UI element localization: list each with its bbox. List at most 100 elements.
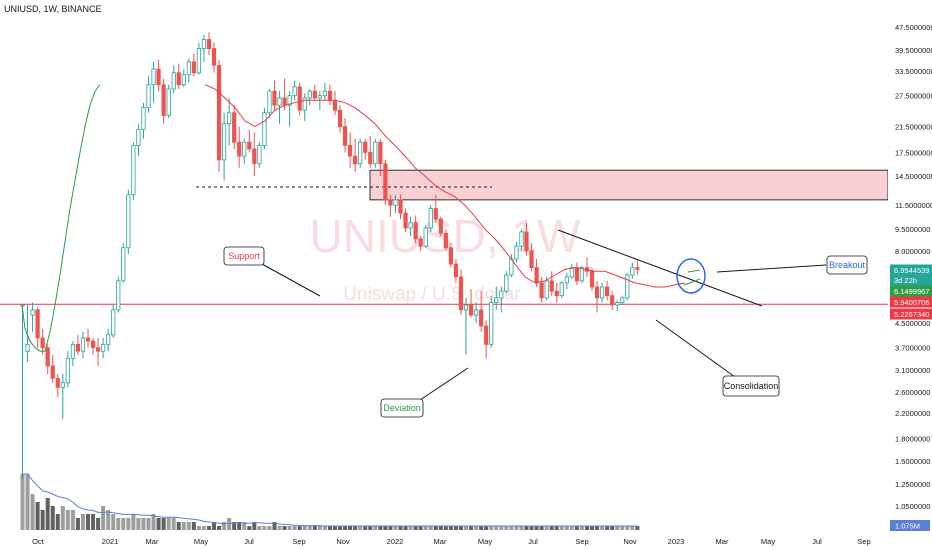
candle (40, 328, 45, 355)
candle (443, 229, 448, 251)
volume-bar (35, 502, 40, 530)
time-tick: Mar (434, 537, 447, 546)
candle (211, 42, 217, 73)
volume-bar (479, 526, 484, 530)
volume-bar (287, 526, 292, 530)
candle (25, 304, 30, 363)
candle (569, 264, 574, 279)
candle (589, 267, 595, 292)
candle (176, 63, 181, 90)
time-axis[interactable]: Oct 2021 Mar May Jul Sep Nov 2022 Mar May Jul Sep No… (32, 537, 871, 546)
volume-bar (212, 522, 217, 530)
volume-bar (332, 526, 337, 530)
deviation-pointer (419, 367, 469, 401)
deviation-label: Deviation (383, 403, 421, 413)
volume-bar (50, 506, 55, 530)
time-tick: 2021 (102, 537, 119, 546)
volume-bar (171, 518, 176, 530)
time-tick: Jul (528, 537, 538, 546)
volume-layer (20, 473, 640, 530)
candle (337, 105, 343, 133)
candle (383, 159, 388, 206)
volume-bar (453, 526, 458, 530)
volume-bar (161, 518, 166, 530)
volume-bar (494, 526, 499, 530)
candle (358, 138, 363, 168)
candle (257, 142, 262, 168)
candle (630, 262, 635, 279)
volume-bar (237, 522, 242, 530)
candle (549, 271, 554, 296)
price-tick: 11.5000000 (895, 201, 932, 210)
breakout-label-box (826, 255, 868, 275)
candle (262, 107, 267, 149)
candle (473, 302, 479, 324)
volume-bar (272, 522, 277, 530)
candle (388, 194, 393, 217)
volume-bar (227, 518, 232, 530)
volume-bar (232, 522, 237, 530)
price-tick: 3.1000000 (895, 366, 930, 375)
candle (373, 138, 378, 168)
volume-bar (20, 474, 25, 530)
volume-bar (388, 526, 393, 530)
support-pointer (261, 263, 321, 297)
volume-bar (489, 526, 494, 530)
candle (559, 280, 564, 298)
consolidation-label: Consolidation (724, 381, 779, 391)
volume-bar (423, 526, 428, 530)
candle (232, 105, 237, 149)
support-label: Support (228, 251, 260, 261)
volume-bar (191, 522, 196, 530)
candle (247, 129, 252, 153)
candle (529, 243, 534, 272)
price-tick: 33.5000000 (895, 67, 932, 76)
candle (237, 126, 242, 168)
volume-bar (544, 526, 549, 530)
volume-bar (217, 526, 222, 530)
volume-bar (539, 526, 544, 530)
volume-bar (524, 526, 529, 530)
candle (368, 135, 373, 168)
volume-bar (363, 526, 368, 530)
candle (55, 374, 60, 397)
candle (605, 280, 610, 301)
candle (307, 89, 312, 106)
volume-bar (474, 526, 479, 530)
candle (186, 58, 191, 83)
volume-bar (222, 522, 227, 530)
candle (514, 241, 519, 263)
candle (594, 280, 600, 313)
volume-bar (101, 506, 106, 530)
breakout-label: Breakout (829, 260, 866, 270)
volume-bar (514, 526, 519, 530)
volume-bar (559, 526, 564, 530)
price-label: 6.1499967 (890, 285, 932, 297)
volume-bar (469, 526, 474, 530)
breakout-pointer (716, 264, 827, 273)
volume-bar (327, 526, 332, 530)
price-tick: 2.2000000 (895, 409, 930, 418)
volume-bar (30, 494, 35, 530)
candle (287, 91, 292, 127)
time-tick: Jul (812, 537, 822, 546)
volume-bar (166, 518, 171, 530)
candle (141, 102, 146, 139)
volume-bar (70, 510, 75, 530)
volume-bar (151, 514, 156, 530)
volume-bar (635, 526, 640, 530)
candle (70, 341, 75, 366)
candle (146, 76, 151, 113)
volume-bar (25, 474, 30, 530)
volume-bar (146, 518, 151, 530)
candle (519, 229, 524, 251)
candle (433, 194, 438, 223)
candle (171, 65, 176, 94)
volume-bar (297, 526, 302, 530)
volume-bar (433, 526, 438, 530)
volume-bar (620, 526, 625, 530)
candle (554, 282, 559, 303)
